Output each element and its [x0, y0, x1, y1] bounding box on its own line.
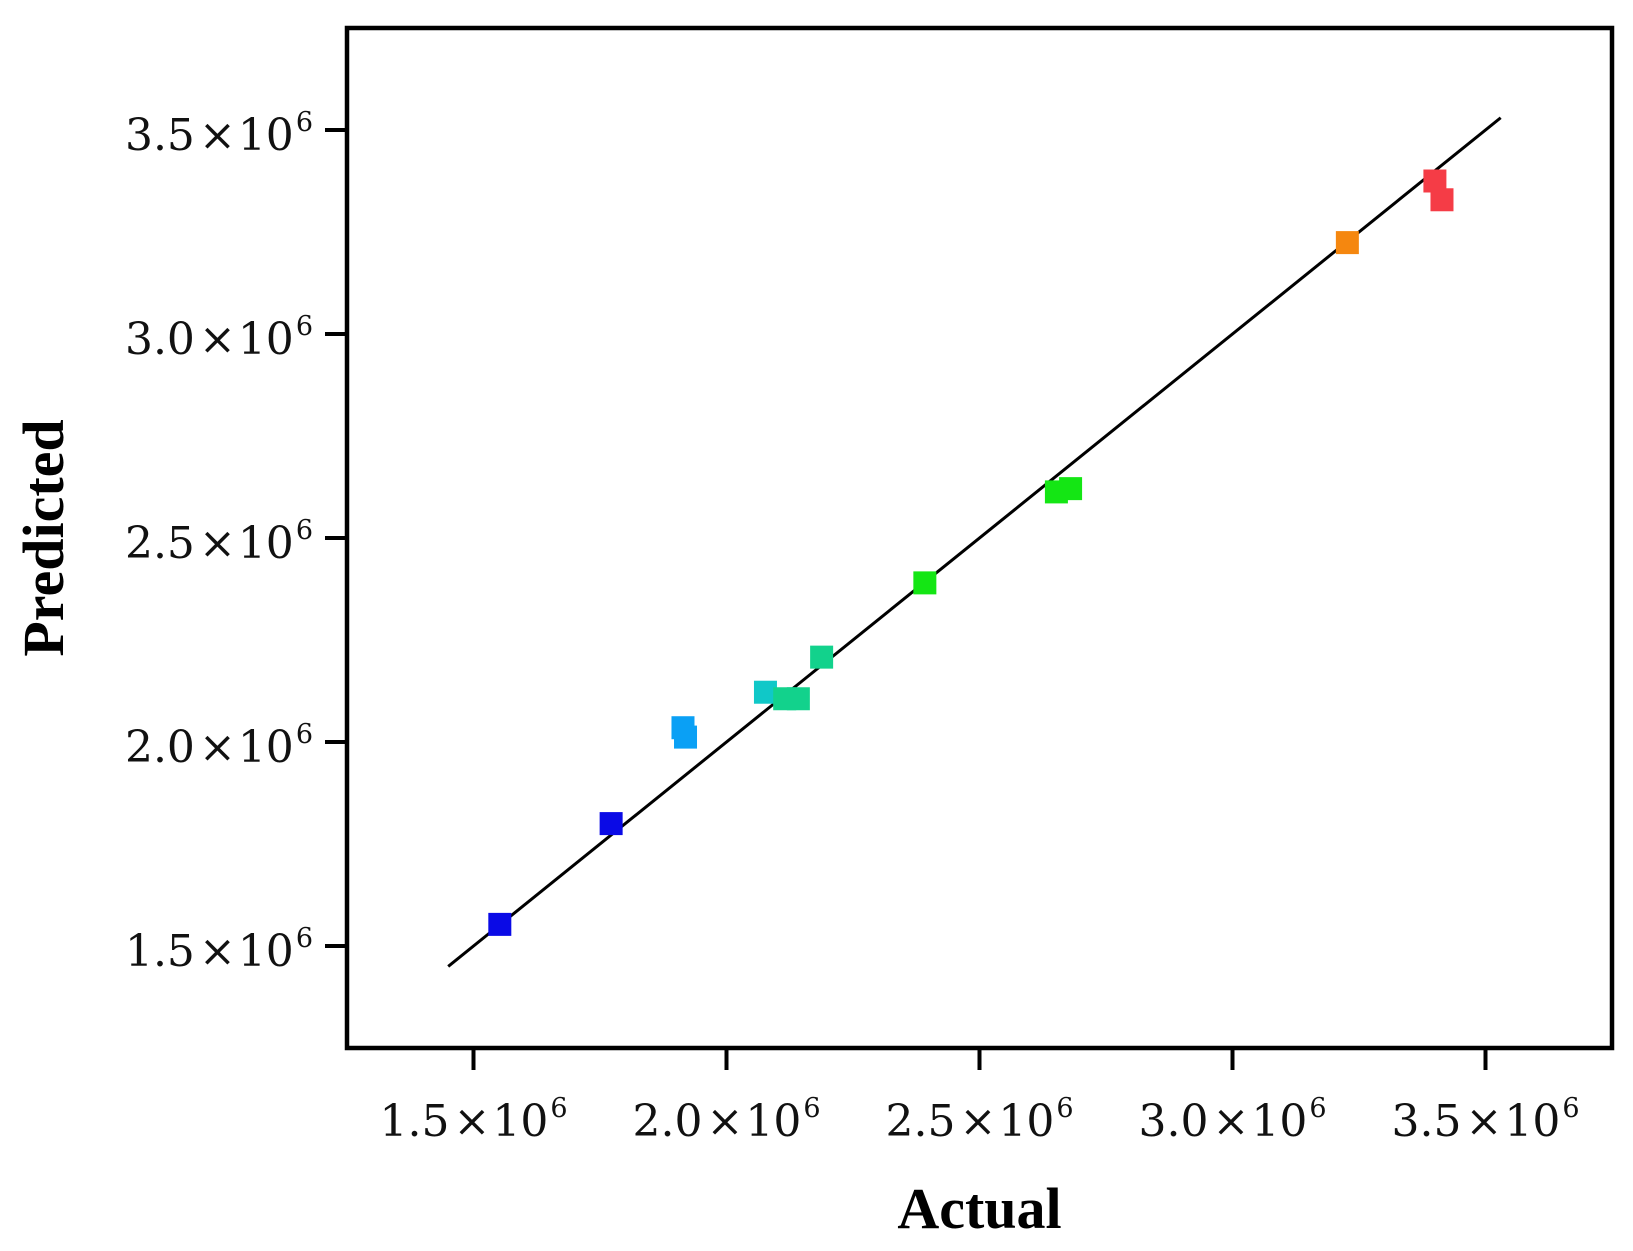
tick-label-mantissa: 1.5: [379, 1096, 449, 1147]
x-tick-label: 2.0×106: [632, 1093, 820, 1147]
y-tick-label: 3.0×106: [125, 311, 313, 365]
tick-label-mantissa: 3.0: [125, 314, 195, 365]
tick-label-base: 10: [238, 926, 294, 977]
data-point: [786, 687, 810, 711]
tick-label-times: ×: [1465, 1096, 1502, 1147]
y-tick-label: 3.5×106: [125, 107, 313, 161]
data-point: [1423, 169, 1447, 193]
tick-label-times: ×: [1212, 1096, 1249, 1147]
tick-label-exp: 6: [296, 719, 313, 750]
tick-label-exp: 6: [1056, 1093, 1073, 1124]
data-point: [1059, 477, 1083, 501]
data-point: [1335, 231, 1359, 255]
tick-label-times: ×: [199, 110, 236, 161]
x-tick-label: 1.5×106: [379, 1093, 567, 1147]
tick-label-mantissa: 1.5: [125, 926, 195, 977]
data-point: [488, 912, 512, 936]
tick-label-times: ×: [199, 722, 236, 773]
tick-label-times: ×: [199, 926, 236, 977]
tick-label-exp: 6: [296, 923, 313, 954]
tick-label-times: ×: [959, 1096, 996, 1147]
tick-label-mantissa: 2.5: [125, 518, 195, 569]
tick-label-base: 10: [1251, 1096, 1307, 1147]
axis-ticks: 1.5×106 2.0×106 2.5×106 3.0×106 3.5×1061.5×1…: [125, 107, 1580, 1147]
tick-label-exp: 6: [1562, 1093, 1579, 1124]
tick-label-mantissa: 3.5: [1391, 1096, 1461, 1147]
tick-label-mantissa: 3.5: [125, 110, 195, 161]
tick-label-times: ×: [453, 1096, 490, 1147]
fit-line: [447, 116, 1502, 968]
data-point: [753, 680, 777, 704]
tick-label-base: 10: [238, 722, 294, 773]
tick-label-base: 10: [1504, 1096, 1560, 1147]
y-axis-title: Predicted: [11, 419, 76, 656]
tick-label-base: 10: [238, 110, 294, 161]
tick-label-exp: 6: [296, 515, 313, 546]
tick-label-exp: 6: [296, 311, 313, 342]
tick-label-mantissa: 2.0: [125, 722, 195, 773]
tick-label-times: ×: [199, 314, 236, 365]
data-point: [810, 645, 834, 669]
x-tick-label: 2.5×106: [885, 1093, 1073, 1147]
y-tick-label: 2.5×106: [125, 515, 313, 569]
tick-label-mantissa: 3.0: [1138, 1096, 1208, 1147]
data-point: [913, 571, 937, 595]
data-point: [1430, 188, 1454, 212]
tick-label-base: 10: [998, 1096, 1054, 1147]
tick-label-exp: 6: [1309, 1093, 1326, 1124]
tick-label-times: ×: [199, 518, 236, 569]
tick-label-exp: 6: [296, 107, 313, 138]
tick-label-exp: 6: [550, 1093, 567, 1124]
tick-label-mantissa: 2.5: [885, 1096, 955, 1147]
data-point: [674, 725, 698, 749]
tick-label-base: 10: [238, 518, 294, 569]
x-axis-title: Actual: [897, 1176, 1061, 1241]
tick-label-base: 10: [745, 1096, 801, 1147]
x-tick-label: 3.0×106: [1138, 1093, 1326, 1147]
y-tick-label: 1.5×106: [125, 923, 313, 977]
tick-label-base: 10: [238, 314, 294, 365]
chart-marks: [447, 116, 1502, 968]
tick-label-base: 10: [492, 1096, 548, 1147]
tick-label-exp: 6: [803, 1093, 820, 1124]
tick-label-mantissa: 2.0: [632, 1096, 702, 1147]
tick-label-times: ×: [706, 1096, 743, 1147]
y-tick-label: 2.0×106: [125, 719, 313, 773]
data-point: [599, 812, 623, 836]
x-tick-label: 3.5×106: [1391, 1093, 1579, 1147]
